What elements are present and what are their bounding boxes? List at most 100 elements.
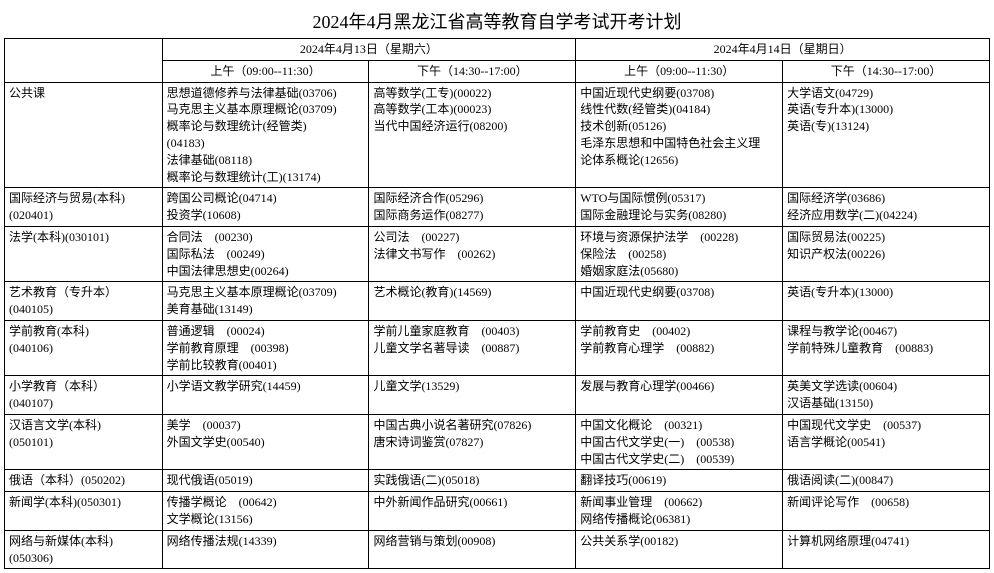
slot-cell: 环境与资源保护法学 (00228)保险法 (00258)婚姻家庭法(05680) bbox=[576, 226, 783, 281]
slot-cell: 美学 (00037)外国文学史(00540) bbox=[162, 414, 369, 469]
category-cell: 国际经济与贸易(本科)(020401) bbox=[5, 188, 163, 227]
slot-cell: 计算机网络原理(04741) bbox=[783, 530, 990, 569]
category-cell: 俄语（本科）(050202) bbox=[5, 470, 163, 492]
course-line: 马克思主义基本原理概论(03709) bbox=[167, 101, 365, 118]
course-line: 英语(专)(13124) bbox=[787, 118, 985, 135]
course-line: 中国近现代史纲要(03708) bbox=[580, 284, 778, 301]
course-line: 网络营销与策划(00908) bbox=[373, 533, 571, 550]
course-line: 法律基础(08118) bbox=[167, 152, 365, 169]
course-line: 线性代数(经管类)(04184) bbox=[580, 101, 778, 118]
category-cell: 小学教育（本科）(040107) bbox=[5, 376, 163, 415]
category-line: 俄语（本科）(050202) bbox=[9, 472, 158, 489]
slot-cell: 公司法 (00227)法律文书写作 (00262) bbox=[369, 226, 576, 281]
category-cell: 汉语言文学(本科)(050101) bbox=[5, 414, 163, 469]
header-day1-am: 上午（09:00--11:30） bbox=[162, 60, 369, 82]
course-line: 合同法 (00230) bbox=[167, 229, 365, 246]
course-line: 美学 (00037) bbox=[167, 417, 365, 434]
table-row: 国际经济与贸易(本科)(020401)跨国公司概论(04714)投资学(1060… bbox=[5, 188, 990, 227]
header-day2-pm: 下午（14:30--17:00） bbox=[783, 60, 990, 82]
category-line: (050101) bbox=[9, 434, 158, 451]
course-line: 当代中国经济运行(08200) bbox=[373, 118, 571, 135]
slot-cell: 俄语阅读(二)(00847) bbox=[783, 470, 990, 492]
course-line: 国际商务运作(08277) bbox=[373, 207, 571, 224]
course-line: WTO与国际惯例(05317) bbox=[580, 190, 778, 207]
slot-cell: 现代俄语(05019) bbox=[162, 470, 369, 492]
course-line: 国际贸易法(00225) bbox=[787, 229, 985, 246]
course-line: 汉语基础(13150) bbox=[787, 395, 985, 412]
course-line: 网络传播概论(06381) bbox=[580, 511, 778, 528]
slot-cell: 儿童文学(13529) bbox=[369, 376, 576, 415]
course-line: 国际金融理论与实务(08280) bbox=[580, 207, 778, 224]
course-line: 翻译技巧(00619) bbox=[580, 472, 778, 489]
slot-cell: 跨国公司概论(04714)投资学(10608) bbox=[162, 188, 369, 227]
category-line: 学前教育(本科) bbox=[9, 323, 158, 340]
category-line: 小学教育（本科） bbox=[9, 378, 158, 395]
course-line: 公司法 (00227) bbox=[373, 229, 571, 246]
category-line: 网络与新媒体(本科) bbox=[9, 533, 158, 550]
table-row: 俄语（本科）(050202) 现代俄语(05019) 实践俄语(二)(05018) 翻… bbox=[5, 470, 990, 492]
category-cell: 新闻学(本科)(050301) bbox=[5, 492, 163, 531]
course-line: 法律文书写作 (00262) bbox=[373, 246, 571, 263]
course-line: 发展与教育心理学(00466) bbox=[580, 378, 778, 395]
slot-cell: 英美文学选读(00604)汉语基础(13150) bbox=[783, 376, 990, 415]
course-line: 学前比较教育(00401) bbox=[167, 357, 365, 374]
course-line: 中国现代文学史 (00537) bbox=[787, 417, 985, 434]
slot-cell: 发展与教育心理学(00466) bbox=[576, 376, 783, 415]
course-line: 中国古代文学史(一) (00538) bbox=[580, 434, 778, 451]
course-line: 公共关系学(00182) bbox=[580, 533, 778, 550]
table-body: 公共课思想道德修养与法律基础(03706)马克思主义基本原理概论(03709)概… bbox=[5, 82, 990, 569]
course-line: 现代俄语(05019) bbox=[167, 472, 365, 489]
table-row: 法学(本科)(030101) 合同法 (00230)国际私法 (00249)中国法… bbox=[5, 226, 990, 281]
course-line: 经济应用数学(二)(04224) bbox=[787, 207, 985, 224]
course-line: 小学语文教学研究(14459) bbox=[167, 378, 365, 395]
header-category bbox=[5, 39, 163, 83]
table-row: 新闻学(本科)(050301)传播学概论 (00642)文学概论(13156)中… bbox=[5, 492, 990, 531]
category-cell: 艺术教育（专升本）(040105) bbox=[5, 282, 163, 321]
slot-cell: 公共关系学(00182) bbox=[576, 530, 783, 569]
course-line: 高等数学(工本)(00023) bbox=[373, 101, 571, 118]
slot-cell: 中国古典小说名著研究(07826)唐宋诗词鉴赏(07827) bbox=[369, 414, 576, 469]
course-line: 英语(专升本)(13000) bbox=[787, 101, 985, 118]
slot-cell: 大学语文(04729)英语(专升本)(13000)英语(专)(13124) bbox=[783, 82, 990, 188]
course-line: 国际私法 (00249) bbox=[167, 246, 365, 263]
course-line: 学前教育心理学 (00882) bbox=[580, 340, 778, 357]
category-line: (040107) bbox=[9, 395, 158, 412]
course-line: 大学语文(04729) bbox=[787, 85, 985, 102]
table-row: 公共课思想道德修养与法律基础(03706)马克思主义基本原理概论(03709)概… bbox=[5, 82, 990, 188]
category-line: 国际经济与贸易(本科) bbox=[9, 190, 158, 207]
slot-cell: 艺术概论(教育)(14569) bbox=[369, 282, 576, 321]
category-line: 法学(本科)(030101) bbox=[9, 229, 158, 246]
course-line: 艺术概论(教育)(14569) bbox=[373, 284, 571, 301]
category-line: 艺术教育（专升本） bbox=[9, 284, 158, 301]
table-row: 小学教育（本科）(040107)小学语文教学研究(14459)儿童文学(1352… bbox=[5, 376, 990, 415]
category-line: 汉语言文学(本科) bbox=[9, 417, 158, 434]
slot-cell: 学前儿童家庭教育 (00403)儿童文学名著导读 (00887) bbox=[369, 320, 576, 375]
course-line: 语言学概论(00541) bbox=[787, 434, 985, 451]
course-line: 高等数学(工专)(00022) bbox=[373, 85, 571, 102]
slot-cell: WTO与国际惯例(05317)国际金融理论与实务(08280) bbox=[576, 188, 783, 227]
table-row: 艺术教育（专升本）(040105)马克思主义基本原理概论(03709)美育基础(… bbox=[5, 282, 990, 321]
course-line: 概率论与数理统计(经管类) bbox=[167, 118, 365, 135]
header-day1-pm: 下午（14:30--17:00） bbox=[369, 60, 576, 82]
course-line: 英语(专升本)(13000) bbox=[787, 284, 985, 301]
course-line: 学前教育史 (00402) bbox=[580, 323, 778, 340]
course-line: 中国法律思想史(00264) bbox=[167, 263, 365, 280]
category-line: (050306) bbox=[9, 550, 158, 567]
slot-cell: 英语(专升本)(13000) bbox=[783, 282, 990, 321]
course-line: 环境与资源保护法学 (00228) bbox=[580, 229, 778, 246]
course-line: 知识产权法(00226) bbox=[787, 246, 985, 263]
exam-schedule-table: 2024年4月13日（星期六） 2024年4月14日（星期日） 上午（09:00… bbox=[4, 38, 990, 569]
course-line: 外国文学史(00540) bbox=[167, 434, 365, 451]
table-row: 汉语言文学(本科)(050101)美学 (00037)外国文学史(00540)中… bbox=[5, 414, 990, 469]
course-line: 毛泽东思想和中国特色社会主义理 bbox=[580, 135, 778, 152]
course-line: 思想道德修养与法律基础(03706) bbox=[167, 85, 365, 102]
header-day2: 2024年4月14日（星期日） bbox=[576, 39, 990, 61]
slot-cell: 网络营销与策划(00908) bbox=[369, 530, 576, 569]
slot-cell: 中国近现代史纲要(03708)线性代数(经管类)(04184)技术创新(0512… bbox=[576, 82, 783, 188]
category-cell: 网络与新媒体(本科)(050306) bbox=[5, 530, 163, 569]
course-line: 实践俄语(二)(05018) bbox=[373, 472, 571, 489]
slot-cell: 实践俄语(二)(05018) bbox=[369, 470, 576, 492]
course-line: 唐宋诗词鉴赏(07827) bbox=[373, 434, 571, 451]
course-line: 学前特殊儿童教育 (00883) bbox=[787, 340, 985, 357]
category-cell: 法学(本科)(030101) bbox=[5, 226, 163, 281]
